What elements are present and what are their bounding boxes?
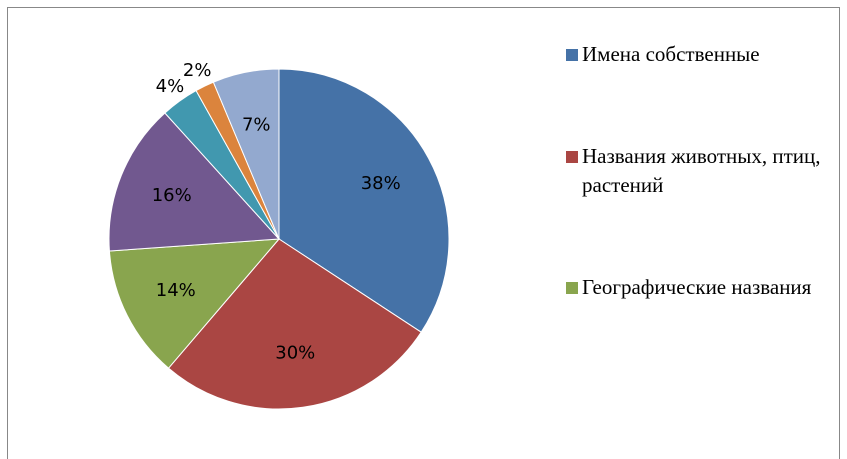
legend-item: Названия животных, птиц, растений bbox=[566, 142, 836, 200]
data-label: 4% bbox=[156, 76, 185, 97]
data-label: 30% bbox=[275, 342, 315, 363]
pie-slice bbox=[167, 238, 422, 410]
data-label: 2% bbox=[183, 60, 212, 81]
chart-border bbox=[7, 7, 840, 459]
legend-label: Географические названия bbox=[582, 275, 812, 299]
pie-slice bbox=[108, 112, 281, 252]
legend-label: Имена собственные bbox=[582, 42, 760, 66]
data-label: 7% bbox=[242, 115, 271, 136]
legend-label: Названия животных, птиц, растений bbox=[582, 144, 821, 197]
legend-swatch bbox=[566, 49, 578, 61]
pie-slice bbox=[108, 238, 281, 369]
legend-swatch bbox=[566, 282, 578, 294]
legend: Имена собственные Названия животных, птиц… bbox=[566, 40, 836, 375]
data-label: 14% bbox=[156, 280, 196, 301]
legend-item: Географические названия bbox=[566, 273, 836, 302]
data-label: 16% bbox=[152, 185, 192, 206]
legend-swatch bbox=[566, 151, 578, 163]
legend-item: Имена собственные bbox=[566, 40, 836, 69]
data-label: 38% bbox=[361, 173, 401, 194]
pie-slice bbox=[212, 68, 280, 240]
